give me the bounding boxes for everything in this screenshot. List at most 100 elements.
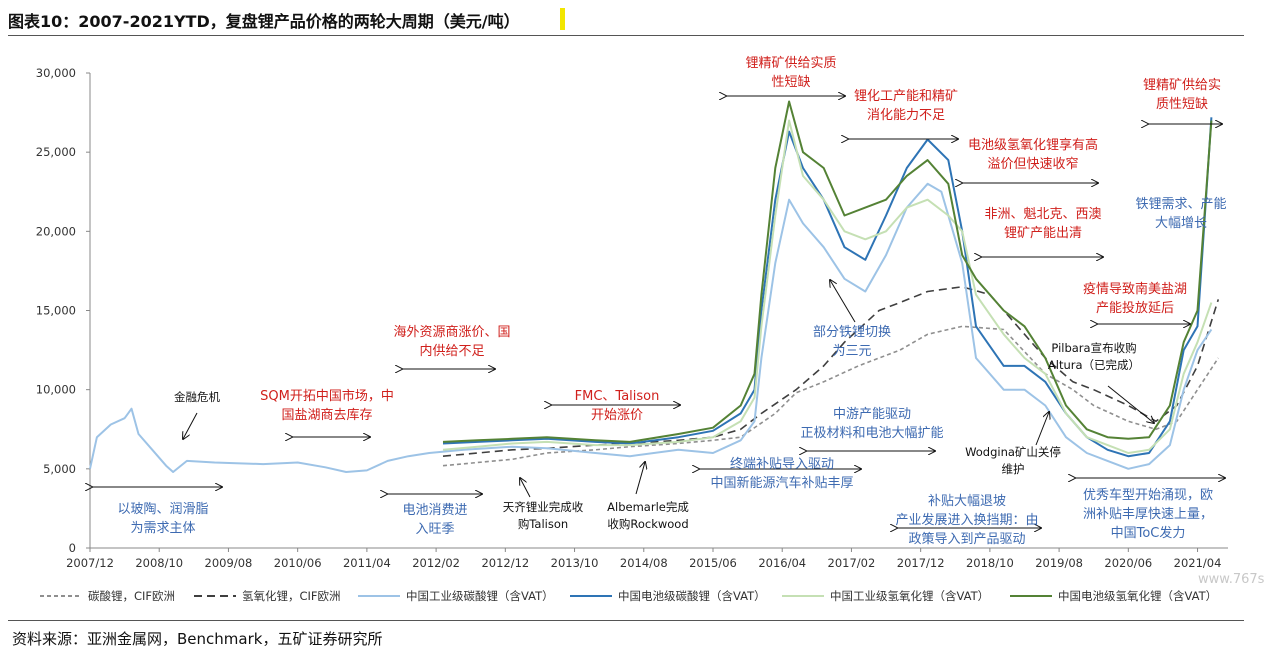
chart-title: 图表10：2007-2021YTD，复盘锂产品价格的两轮大周期（美元/吨） xyxy=(8,12,520,31)
annotation-line: 优秀车型开始涌现，欧 xyxy=(1083,487,1213,503)
annotation-line: 补贴大幅退坡 xyxy=(928,494,1006,509)
annotation-line: 溢价但快速收窄 xyxy=(987,156,1078,172)
annotation-line: 中游产能驱动 xyxy=(833,407,911,422)
lithium-price-chart: 0 5,000 10,000 15,000 20,000 25,000 30,000 2007… xyxy=(36,56,1228,603)
title-accent-mark xyxy=(560,8,565,30)
x-tick-label: 2018/10 xyxy=(966,556,1014,570)
annotation-a22: 优秀车型开始涌现，欧洲补贴丰厚快速上量， 中国ToC发力 xyxy=(1083,487,1213,541)
watermark: www.767s xyxy=(1198,572,1265,587)
annotation-line: 性短缺 xyxy=(771,75,810,90)
annotation-a18: Pilbara宣布收购 Altura（已完成） xyxy=(1048,341,1140,372)
annotation-line: 海外资源商涨价、国 xyxy=(393,325,510,340)
annotation-a1: 金融危机 xyxy=(174,390,220,404)
x-tick-label: 2008/10 xyxy=(135,556,183,570)
series-line-carbonate_cif xyxy=(442,325,1219,467)
series-line-hydroxide_cif xyxy=(442,286,1220,457)
annotation-line: 锂矿产能出清 xyxy=(1004,226,1082,241)
single-arrow xyxy=(1035,412,1049,446)
legend-label: 中国电池级碳酸锂（含VAT） xyxy=(618,589,766,603)
single-arrow xyxy=(635,462,645,495)
annotation-line: 中国ToC发力 xyxy=(1111,525,1186,541)
annotation-line: 购Talison xyxy=(518,517,568,531)
annotation-line: FMC、Talison xyxy=(575,389,660,404)
y-tick-label: 25,000 xyxy=(36,145,76,159)
annotation-line: 非洲、魁北克、西澳 xyxy=(984,206,1101,222)
x-tick-label: 2019/08 xyxy=(1035,556,1083,570)
annotation-line: 中国新能源汽车补贴丰厚 xyxy=(710,475,853,491)
annotation-line: 开始涨价 xyxy=(591,408,643,423)
legend-label: 中国工业级碳酸锂（含VAT） xyxy=(406,589,554,603)
annotation-line: 正极材料和电池大幅扩能 xyxy=(800,426,943,441)
annotation-a3: SQM开拓中国市场，中国盐湖商去库存 xyxy=(260,388,394,423)
annotation-line: 锂精矿供给实 xyxy=(1143,78,1221,93)
annotation-a2: 以玻陶、润滑脂为需求主体 xyxy=(117,501,208,536)
annotation-a10: 锂化工产能和精矿消化能力不足 xyxy=(854,89,958,123)
annotation-line: 国盐湖商去库存 xyxy=(281,407,372,423)
annotation-line: 为需求主体 xyxy=(130,521,195,536)
annotation-line: 内供给不足 xyxy=(419,343,484,359)
y-tick-label: 20,000 xyxy=(36,224,76,238)
series-line-cn_batt_hydroxide xyxy=(442,100,1213,443)
annotation-line: Pilbara宣布收购 xyxy=(1051,341,1136,355)
x-tick-label: 2010/06 xyxy=(274,556,322,570)
annotation-line: 入旺季 xyxy=(415,522,454,537)
x-tick-label: 2012/12 xyxy=(481,556,529,570)
annotation-line: Wodgina矿山关停 xyxy=(965,445,1061,459)
chart-axes: 0 5,000 10,000 15,000 20,000 25,000 30,000 2007… xyxy=(36,66,1228,570)
annotation-a11: 电池级氢氧化锂享有高溢价但快速收窄 xyxy=(968,137,1098,172)
annotation-line: SQM开拓中国市场，中 xyxy=(260,388,394,404)
x-tick-label: 2009/08 xyxy=(205,556,253,570)
x-tick-label: 2015/06 xyxy=(689,556,737,570)
annotation-a13: 部分铁锂切换为三元 xyxy=(813,325,891,359)
annotation-a7: FMC、Talison 开始涨价 xyxy=(575,389,660,423)
annotation-line: 金融危机 xyxy=(174,390,220,404)
annotation-line: 部分铁锂切换 xyxy=(813,325,891,340)
x-tick-label: 2012/02 xyxy=(412,556,460,570)
annotation-line: 为三元 xyxy=(832,344,871,359)
annotation-line: 疫情导致南美盐湖 xyxy=(1083,281,1187,297)
annotation-a21: 锂精矿供给实质性短缺 xyxy=(1143,78,1221,112)
legend-label: 碳酸锂，CIF欧洲 xyxy=(88,589,175,603)
annotation-line: Altura（已完成） xyxy=(1048,358,1140,372)
chart-legend: 碳酸锂，CIF欧洲 氢氧化锂，CIF欧洲 中国工业级碳酸锂（含VAT） 中国电池级碳酸… xyxy=(40,589,1217,603)
legend-label: 中国电池级氢氧化锂（含VAT） xyxy=(1058,589,1217,603)
annotation-line: 铁锂需求、产能 xyxy=(1135,197,1226,212)
annotation-line: 终端补贴导入驱动 xyxy=(730,456,834,472)
single-arrow xyxy=(520,478,531,498)
series-line-cn_ind_carbonate xyxy=(89,182,1213,473)
x-tick-label: 2017/12 xyxy=(897,556,945,570)
annotation-a16: 补贴大幅退坡产业发展进入换挡期：由政策导入到产品驱动 xyxy=(895,494,1038,547)
annotation-line: 产能投放延后 xyxy=(1096,300,1174,316)
x-tick-label: 2016/04 xyxy=(758,556,806,570)
annotation-a12: 非洲、魁北克、西澳锂矿产能出清 xyxy=(984,206,1101,241)
annotation-line: 锂化工产能和精矿 xyxy=(854,89,958,104)
footer-divider xyxy=(8,620,1244,621)
annotation-line: 电池级氢氧化锂享有高 xyxy=(968,137,1098,153)
x-tick-label: 2020/06 xyxy=(1104,556,1152,570)
series-line-cn_ind_hydroxide xyxy=(442,119,1213,454)
title-divider xyxy=(8,35,1244,36)
x-tick-label: 2021/04 xyxy=(1174,556,1222,570)
annotation-a20: 铁锂需求、产能大幅增长 xyxy=(1135,197,1226,231)
single-arrow xyxy=(183,412,198,439)
y-tick-label: 15,000 xyxy=(36,304,76,318)
annotation-a5: 电池消费进入旺季 xyxy=(402,503,467,537)
annotation-line: 产业发展进入换挡期：由 xyxy=(895,512,1038,528)
series-line-cn_batt_carbonate xyxy=(442,117,1213,458)
x-tick-label: 2007/12 xyxy=(66,556,114,570)
annotation-line: 收购Rockwood xyxy=(607,517,688,531)
annotation-a9: 锂精矿供给实质性短缺 xyxy=(745,56,836,90)
y-tick-label: 10,000 xyxy=(36,383,76,397)
annotation-line: 大幅增长 xyxy=(1155,216,1207,231)
x-tick-label: 2014/08 xyxy=(620,556,668,570)
annotation-line: 以玻陶、润滑脂 xyxy=(117,501,208,517)
y-tick-label: 0 xyxy=(69,541,76,555)
annotation-line: 消化能力不足 xyxy=(867,108,945,123)
x-tick-label: 2017/02 xyxy=(828,556,876,570)
annotation-line: Albemarle完成 xyxy=(607,500,689,514)
y-tick-label: 30,000 xyxy=(36,66,76,80)
annotation-a4: 海外资源商涨价、国内供给不足 xyxy=(393,325,510,359)
chart-series xyxy=(89,100,1220,473)
annotation-line: 锂精矿供给实质 xyxy=(745,56,836,71)
annotation-line: 天齐锂业完成收 xyxy=(503,500,584,514)
